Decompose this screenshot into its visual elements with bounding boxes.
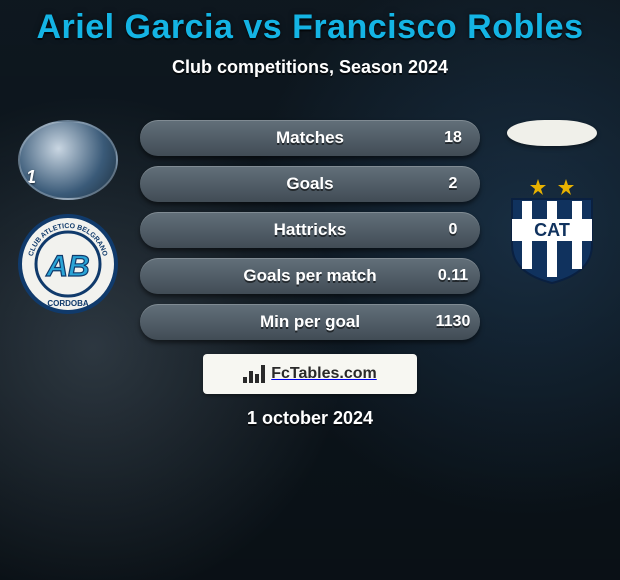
page-title: Ariel Garcia vs Francisco Robles (0, 0, 620, 47)
talleres-crest-icon: CAT (502, 175, 602, 285)
branding-text: FcTables.com (271, 365, 377, 383)
stat-label: Hattricks (194, 220, 426, 240)
stat-right-value: 0.11 (426, 267, 480, 285)
bar-chart-icon (243, 365, 265, 383)
stat-right-value: 1130 (426, 313, 480, 331)
stat-label: Min per goal (194, 312, 426, 332)
right-player-avatar-placeholder (507, 120, 597, 146)
stat-label: Matches (194, 128, 426, 148)
date-label: 1 october 2024 (247, 408, 373, 429)
stat-row: Goals 2 (140, 166, 480, 202)
comparison-card: Ariel Garcia vs Francisco Robles Club co… (0, 0, 620, 580)
stat-row: Goals per match 0.11 (140, 258, 480, 294)
stat-right-value: 18 (426, 129, 480, 147)
stat-label: Goals per match (194, 266, 426, 286)
subtitle: Club competitions, Season 2024 (0, 57, 620, 78)
left-club-initials: AB (45, 250, 89, 283)
stat-row: Min per goal 1130 (140, 304, 480, 340)
right-club-initials: CAT (534, 220, 570, 240)
left-player-number: 1 (26, 167, 36, 188)
left-player-avatar: 1 (18, 120, 118, 200)
right-player-column: CAT (492, 120, 612, 280)
stat-label: Goals (194, 174, 426, 194)
stat-right-value: 2 (426, 175, 480, 193)
branding-link[interactable]: FcTables.com (203, 354, 417, 394)
left-club-logo: CLUB ATLETICO BELGRANO CORDOBA AB (18, 214, 118, 314)
stats-list: Matches 18 Goals 2 Hattricks 0 Goals per… (140, 120, 480, 340)
left-club-bottom-text: CORDOBA (47, 299, 89, 308)
belgrano-crest-icon: CLUB ATLETICO BELGRANO CORDOBA AB (18, 214, 118, 314)
stat-right-value: 0 (426, 221, 480, 239)
left-player-column: 1 CLUB ATLETICO BELGRANO CORDOBA AB (8, 120, 128, 314)
stat-row: Matches 18 (140, 120, 480, 156)
stat-row: Hattricks 0 (140, 212, 480, 248)
right-club-logo: CAT (502, 180, 602, 280)
